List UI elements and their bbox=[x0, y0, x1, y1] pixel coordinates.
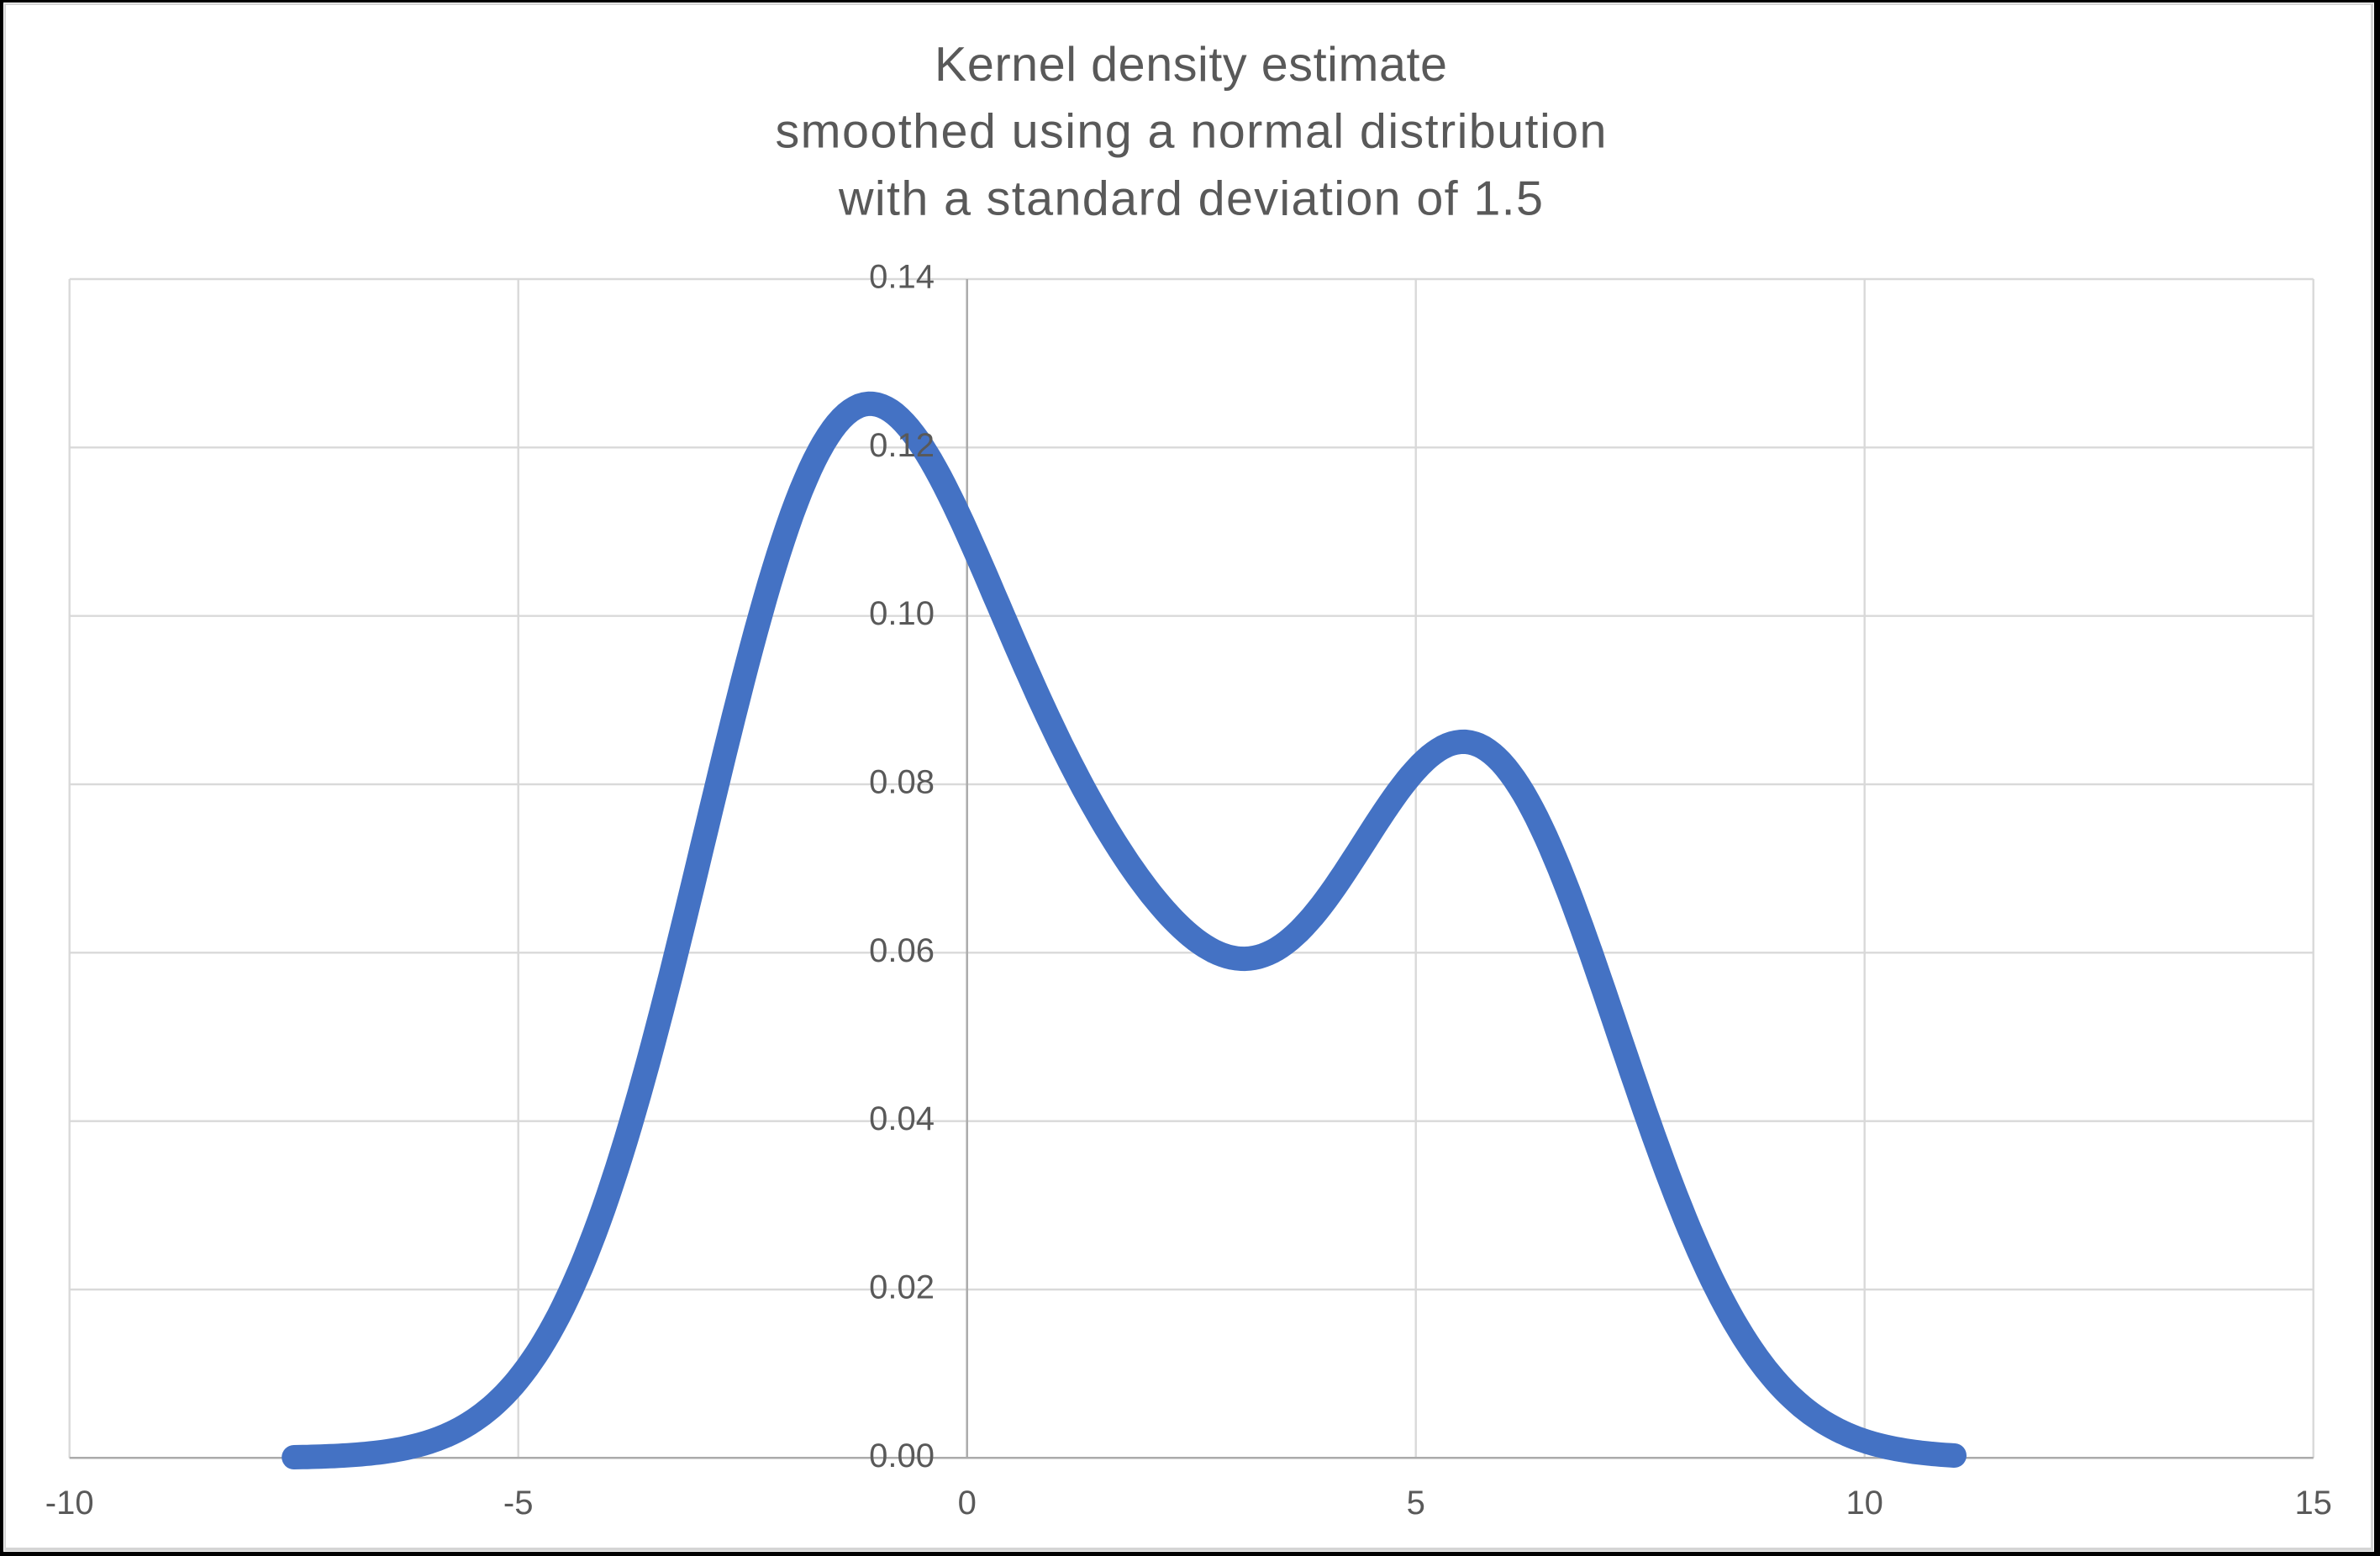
svg-text:-10: -10 bbox=[45, 1485, 94, 1522]
svg-text:0: 0 bbox=[958, 1485, 977, 1522]
svg-text:0.02: 0.02 bbox=[869, 1269, 935, 1306]
svg-text:15: 15 bbox=[2294, 1485, 2332, 1522]
svg-text:0.08: 0.08 bbox=[869, 764, 935, 801]
svg-text:0.10: 0.10 bbox=[869, 595, 935, 632]
svg-text:Kernel density estimate: Kernel density estimate bbox=[935, 38, 1447, 92]
svg-text:5: 5 bbox=[1407, 1485, 1425, 1522]
svg-text:0.06: 0.06 bbox=[869, 932, 935, 969]
svg-text:0.04: 0.04 bbox=[869, 1100, 935, 1137]
svg-text:10: 10 bbox=[1846, 1485, 1883, 1522]
svg-text:with a standard deviation of 1: with a standard deviation of 1.5 bbox=[838, 171, 1543, 225]
svg-text:0.14: 0.14 bbox=[869, 259, 935, 296]
svg-text:smoothed using a normal distri: smoothed using a normal distribution bbox=[776, 105, 1607, 159]
svg-text:-5: -5 bbox=[503, 1485, 534, 1522]
svg-text:0.12: 0.12 bbox=[869, 427, 935, 464]
svg-text:0.00: 0.00 bbox=[869, 1437, 935, 1474]
